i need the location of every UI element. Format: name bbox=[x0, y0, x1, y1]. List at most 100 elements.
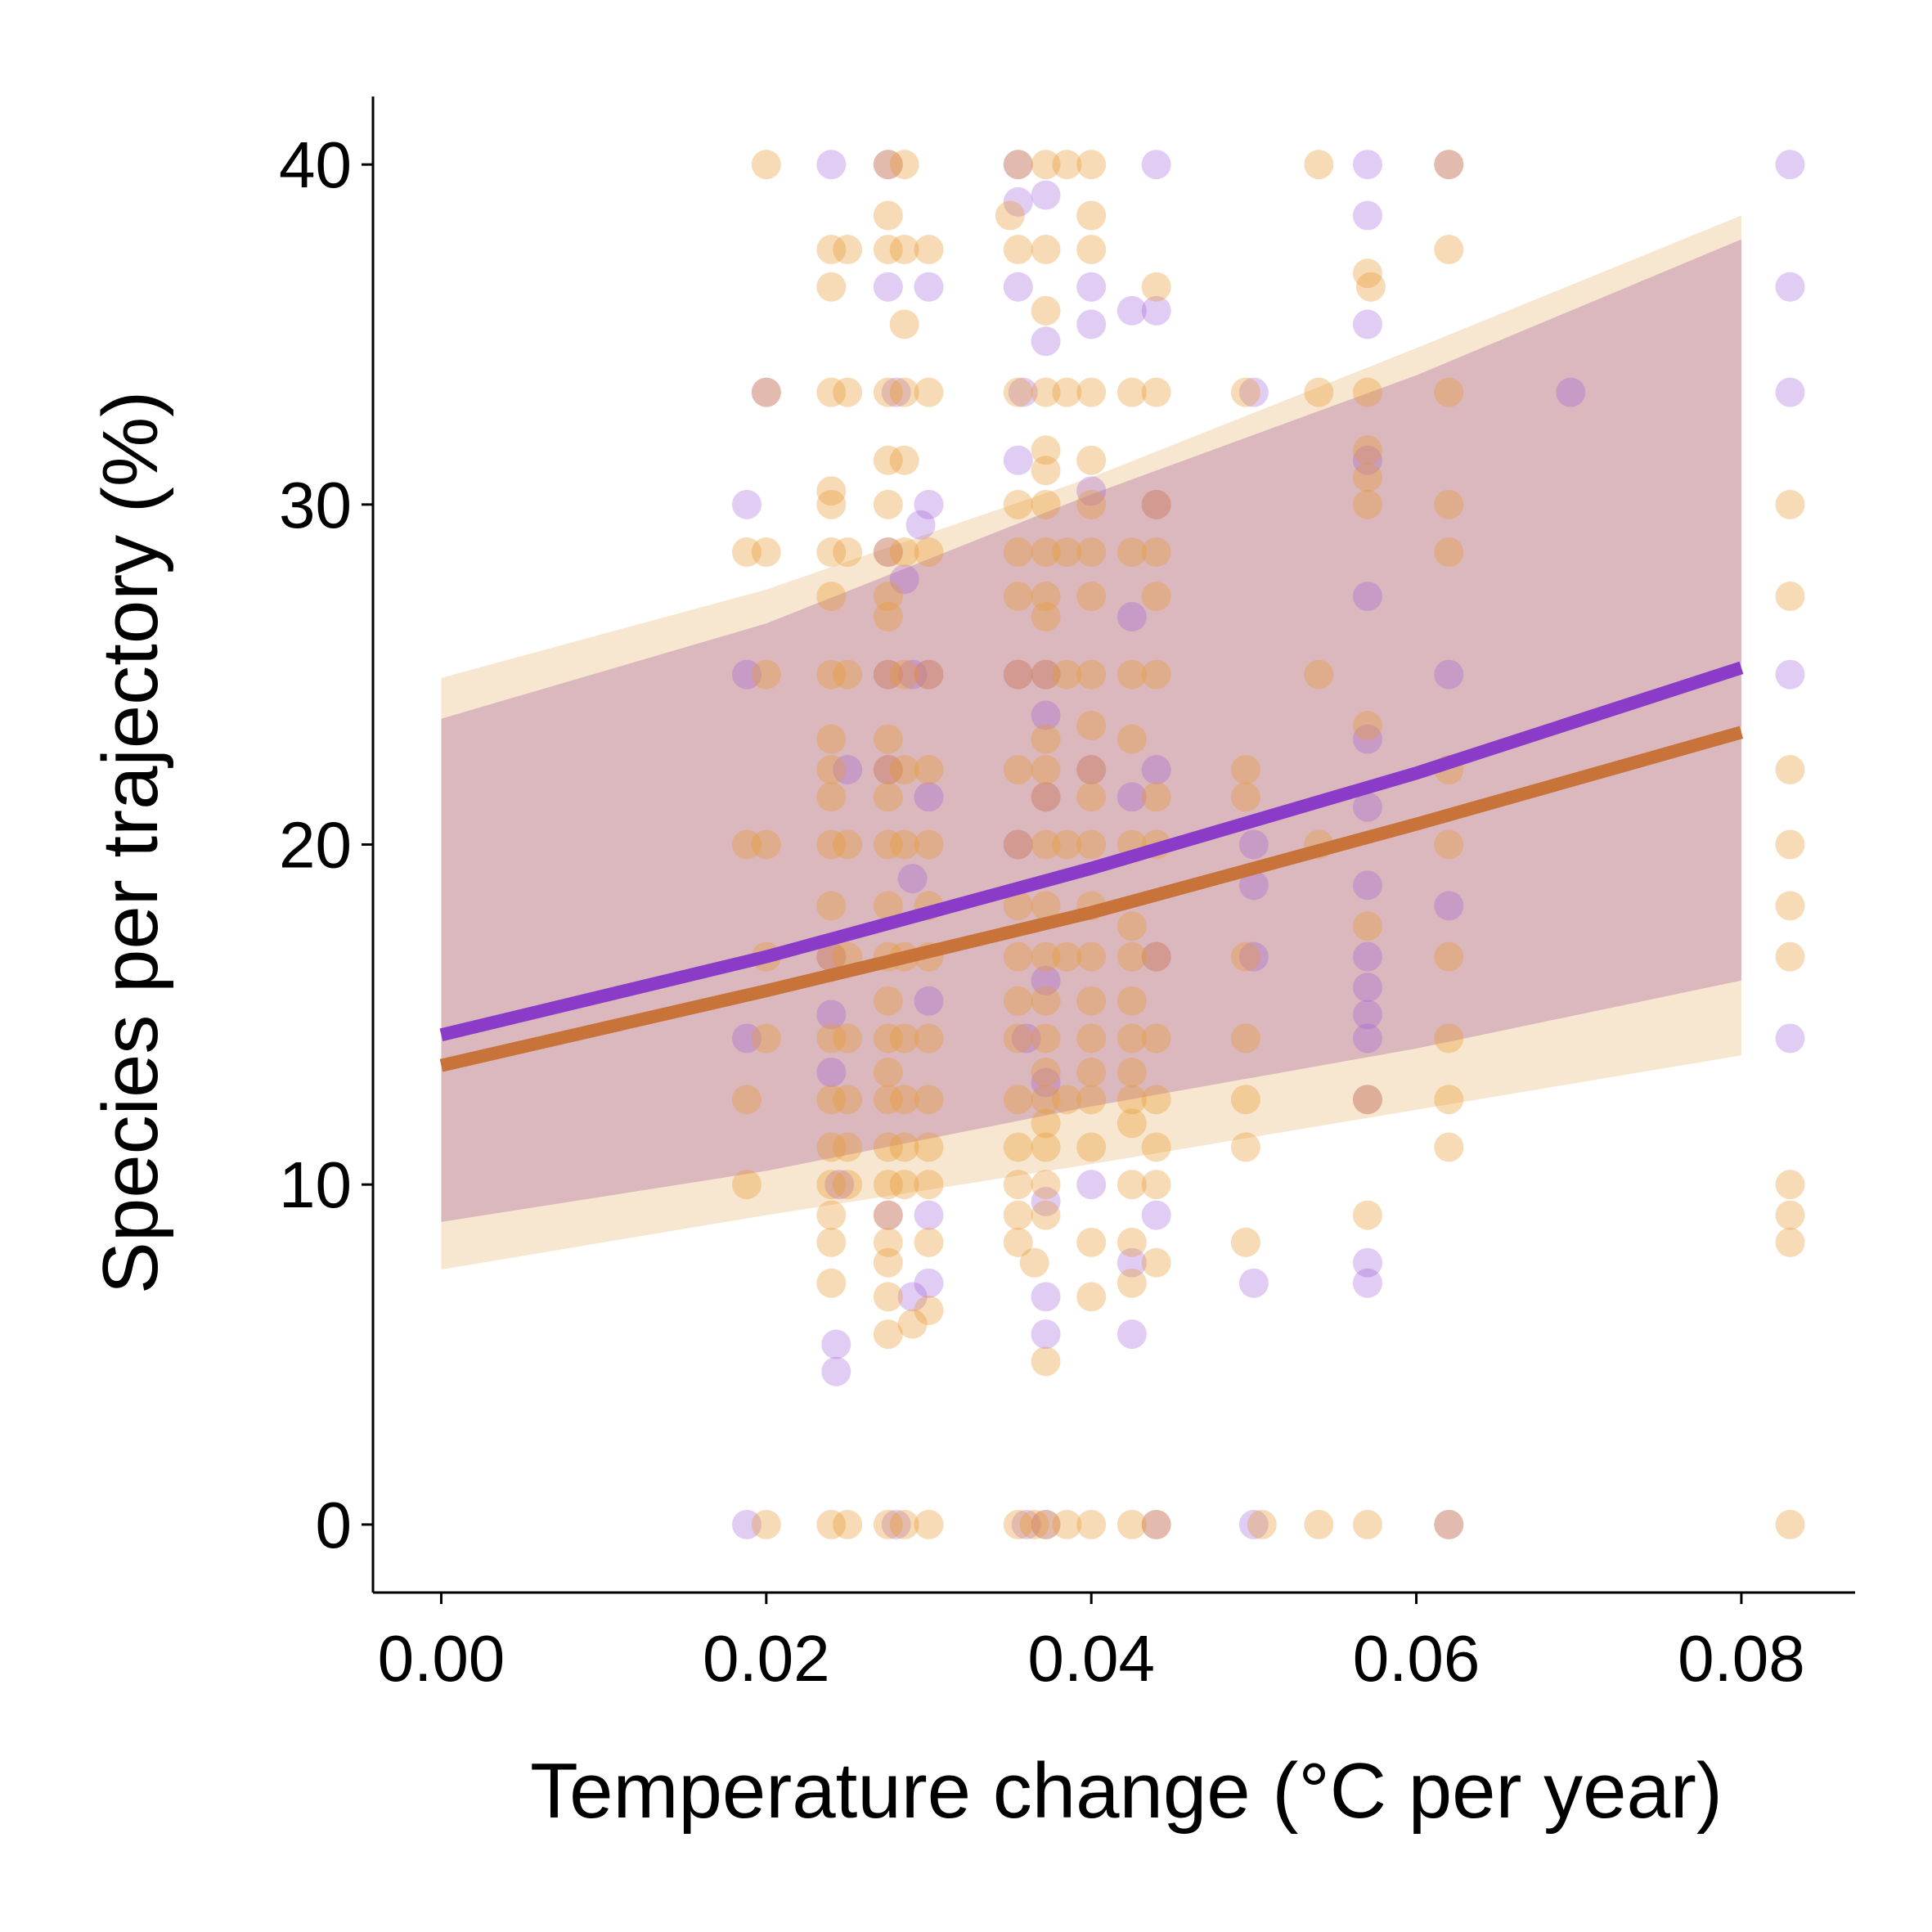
data-point bbox=[1019, 1247, 1049, 1278]
data-point bbox=[1076, 1509, 1107, 1539]
data-point bbox=[1031, 986, 1061, 1016]
data-point bbox=[816, 1268, 847, 1298]
data-point bbox=[1076, 309, 1107, 339]
data-point bbox=[1031, 891, 1061, 921]
data-point bbox=[1238, 377, 1269, 407]
data-point bbox=[1775, 377, 1805, 407]
data-point bbox=[1238, 870, 1269, 901]
data-point bbox=[816, 1170, 847, 1200]
data-point bbox=[1076, 711, 1107, 741]
data-point bbox=[873, 377, 903, 407]
data-point bbox=[1031, 782, 1061, 812]
data-point bbox=[833, 377, 863, 407]
data-point bbox=[1434, 1023, 1464, 1054]
data-point bbox=[1076, 1170, 1107, 1200]
y-tick-label: 10 bbox=[279, 1148, 352, 1221]
data-point bbox=[1117, 1058, 1147, 1088]
data-point bbox=[1230, 377, 1260, 407]
data-point bbox=[1434, 941, 1464, 972]
data-point bbox=[873, 200, 903, 231]
data-point bbox=[1031, 1023, 1061, 1054]
data-point bbox=[1003, 235, 1033, 265]
data-point bbox=[914, 986, 944, 1016]
data-point bbox=[1230, 755, 1260, 785]
data-point bbox=[914, 1295, 944, 1325]
data-point bbox=[1355, 272, 1386, 302]
data-point bbox=[1008, 377, 1038, 407]
data-point bbox=[873, 1200, 903, 1230]
data-point bbox=[1352, 941, 1382, 972]
data-point bbox=[1031, 700, 1061, 730]
data-point bbox=[1031, 1200, 1061, 1230]
data-point bbox=[1003, 1227, 1033, 1257]
data-point bbox=[1775, 272, 1805, 302]
data-point bbox=[1076, 235, 1107, 265]
data-point bbox=[1352, 1085, 1382, 1115]
data-point bbox=[1352, 435, 1382, 465]
data-point bbox=[1031, 326, 1061, 357]
data-point bbox=[833, 1170, 863, 1200]
data-point bbox=[816, 724, 847, 754]
data-point bbox=[731, 659, 762, 690]
data-point bbox=[873, 724, 903, 754]
data-point bbox=[1352, 911, 1382, 941]
data-point bbox=[1003, 150, 1033, 180]
data-point bbox=[914, 659, 944, 690]
data-point bbox=[821, 1329, 851, 1359]
data-point bbox=[816, 659, 847, 690]
data-point bbox=[1434, 150, 1464, 180]
data-point bbox=[1031, 782, 1061, 812]
data-point bbox=[1003, 659, 1033, 690]
data-point bbox=[873, 1023, 903, 1054]
data-point bbox=[1076, 489, 1107, 519]
x-tick-label: 0.06 bbox=[1353, 1622, 1480, 1695]
data-point bbox=[873, 1282, 903, 1312]
data-point bbox=[1117, 911, 1147, 941]
data-point bbox=[1031, 1319, 1061, 1350]
data-point bbox=[1003, 755, 1033, 785]
data-point bbox=[1352, 258, 1382, 289]
data-point bbox=[1304, 150, 1334, 180]
data-point bbox=[833, 1085, 863, 1115]
data-point bbox=[1031, 941, 1061, 972]
data-point bbox=[873, 1058, 903, 1088]
data-point bbox=[1003, 1132, 1033, 1162]
data-point bbox=[1052, 829, 1082, 860]
data-point bbox=[1238, 941, 1269, 972]
data-point bbox=[1775, 1200, 1805, 1230]
data-point bbox=[1052, 150, 1082, 180]
data-point bbox=[1117, 659, 1147, 690]
data-point bbox=[1352, 489, 1382, 519]
data-point bbox=[1031, 659, 1061, 690]
data-point bbox=[1352, 870, 1382, 901]
y-ticks: 0 10 20 30 40 bbox=[279, 128, 373, 1561]
data-point bbox=[816, 1000, 847, 1030]
data-point bbox=[816, 235, 847, 265]
data-point bbox=[731, 537, 762, 568]
data-point bbox=[1076, 1282, 1107, 1312]
data-point bbox=[1031, 659, 1061, 690]
y-tick-label: 0 bbox=[316, 1489, 353, 1561]
data-point bbox=[816, 476, 847, 506]
data-point bbox=[816, 755, 847, 785]
data-point bbox=[1141, 377, 1171, 407]
data-point bbox=[1076, 1058, 1107, 1088]
data-point bbox=[1352, 1509, 1382, 1539]
data-point bbox=[889, 1170, 919, 1200]
data-point bbox=[1003, 829, 1033, 860]
data-point bbox=[1775, 1023, 1805, 1054]
data-point bbox=[1775, 582, 1805, 612]
data-point bbox=[873, 445, 903, 475]
data-point bbox=[731, 1023, 762, 1054]
data-point bbox=[1141, 1085, 1171, 1115]
data-point bbox=[1052, 659, 1082, 690]
data-point bbox=[1352, 1268, 1382, 1298]
data-point bbox=[1352, 377, 1382, 407]
data-point bbox=[889, 755, 919, 785]
data-point bbox=[1117, 1023, 1147, 1054]
data-point bbox=[751, 1023, 781, 1054]
data-point bbox=[1003, 1509, 1033, 1539]
data-point bbox=[1304, 1509, 1334, 1539]
confidence-bands bbox=[441, 215, 1741, 1270]
data-point bbox=[751, 537, 781, 568]
